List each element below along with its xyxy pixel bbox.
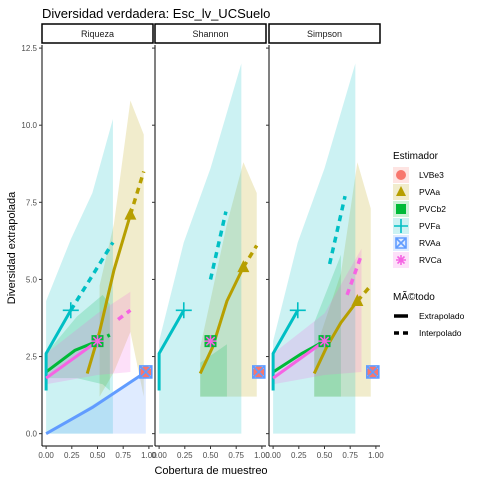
x-tick-label: 0.50 (203, 451, 219, 460)
x-tick-label: 0.50 (90, 451, 106, 460)
legend-symbol-rvca (396, 255, 406, 265)
x-tick-label: 0.75 (115, 451, 131, 460)
x-axis-label: Cobertura de muestreo (154, 465, 267, 477)
legend-item-lvbe3: LVBe3 (393, 167, 444, 183)
legend-label: LVBe3 (419, 170, 444, 180)
legend-title-estimador: Estimador (393, 151, 439, 162)
chart-title: Diversidad verdadera: Esc_lv_UCSuelo (42, 6, 270, 21)
x-tick-label: 0.00 (38, 451, 54, 460)
point-rvca (205, 335, 217, 347)
legend-item-extrapolado: Extrapolado (394, 311, 465, 321)
x-tick-label: 0.25 (291, 451, 307, 460)
legend-label: PVCb2 (419, 204, 446, 214)
legend-item-interpolado: Interpolado (394, 328, 462, 338)
x-tick-label: 0.75 (228, 451, 244, 460)
facet-panel-simpson: Simpson 0.00 0.25 0.50 0.75 1.00 (265, 24, 384, 460)
y-axis-label: Diversidad extrapolada (6, 191, 18, 304)
x-tick-label: 1.00 (368, 451, 384, 460)
y-tick-label: 12.5 (21, 44, 37, 53)
legend-item-pvaa: PVAa (393, 184, 440, 200)
y-tick-label: 7.5 (26, 198, 38, 207)
x-tick-label: 0.25 (64, 451, 80, 460)
legend-label: RVCa (419, 255, 442, 265)
facet-strip-label: Simpson (307, 29, 342, 39)
x-tick-label: 0.25 (177, 451, 193, 460)
legend-item-pvfa: PVFa (393, 218, 441, 234)
ribbon-pvfa (159, 64, 241, 434)
y-tick-label: 10.0 (21, 121, 37, 130)
x-tick-label: 0.75 (342, 451, 358, 460)
legend-label: PVAa (419, 187, 440, 197)
x-tick-label: 0.00 (265, 451, 281, 460)
legend-item-rvaa: RVAa (393, 235, 441, 251)
legend-item-rvca: RVCa (393, 252, 442, 268)
legend-item-pvcb2: PVCb2 (393, 201, 446, 217)
ribbon-pvfa (46, 119, 113, 434)
y-tick-label: 5.0 (26, 275, 38, 284)
y-tick-label: 2.5 (26, 353, 38, 362)
legend-label: Interpolado (419, 328, 462, 338)
point-rvca (92, 335, 104, 347)
facet-strip-label: Shannon (192, 29, 228, 39)
facet-strip-label: Riqueza (81, 29, 114, 39)
legend-title-metodo: MÃ©todo (393, 290, 435, 303)
legend-symbol-lvbe3 (396, 170, 406, 180)
y-tick-label: 0.0 (26, 430, 38, 439)
point-rvca (319, 335, 331, 347)
legend-label: Extrapolado (419, 311, 465, 321)
legend-label: PVFa (419, 221, 441, 231)
x-tick-label: 0.50 (317, 451, 333, 460)
legend-label: RVAa (419, 238, 441, 248)
legend: Estimador LVBe3 PVAa PVCb2 PVFa RVAa RVCa MÃ©to… (393, 151, 465, 338)
legend-symbol-pvcb2 (396, 204, 406, 214)
x-tick-label: 0.00 (151, 451, 167, 460)
